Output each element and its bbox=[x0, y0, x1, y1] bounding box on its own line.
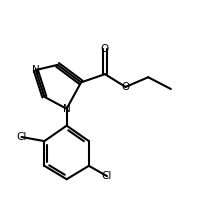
Text: Cl: Cl bbox=[102, 171, 112, 181]
Text: N: N bbox=[63, 104, 70, 114]
Text: Cl: Cl bbox=[16, 132, 27, 142]
Text: O: O bbox=[101, 44, 109, 54]
Text: O: O bbox=[121, 82, 130, 92]
Text: N: N bbox=[32, 65, 40, 75]
